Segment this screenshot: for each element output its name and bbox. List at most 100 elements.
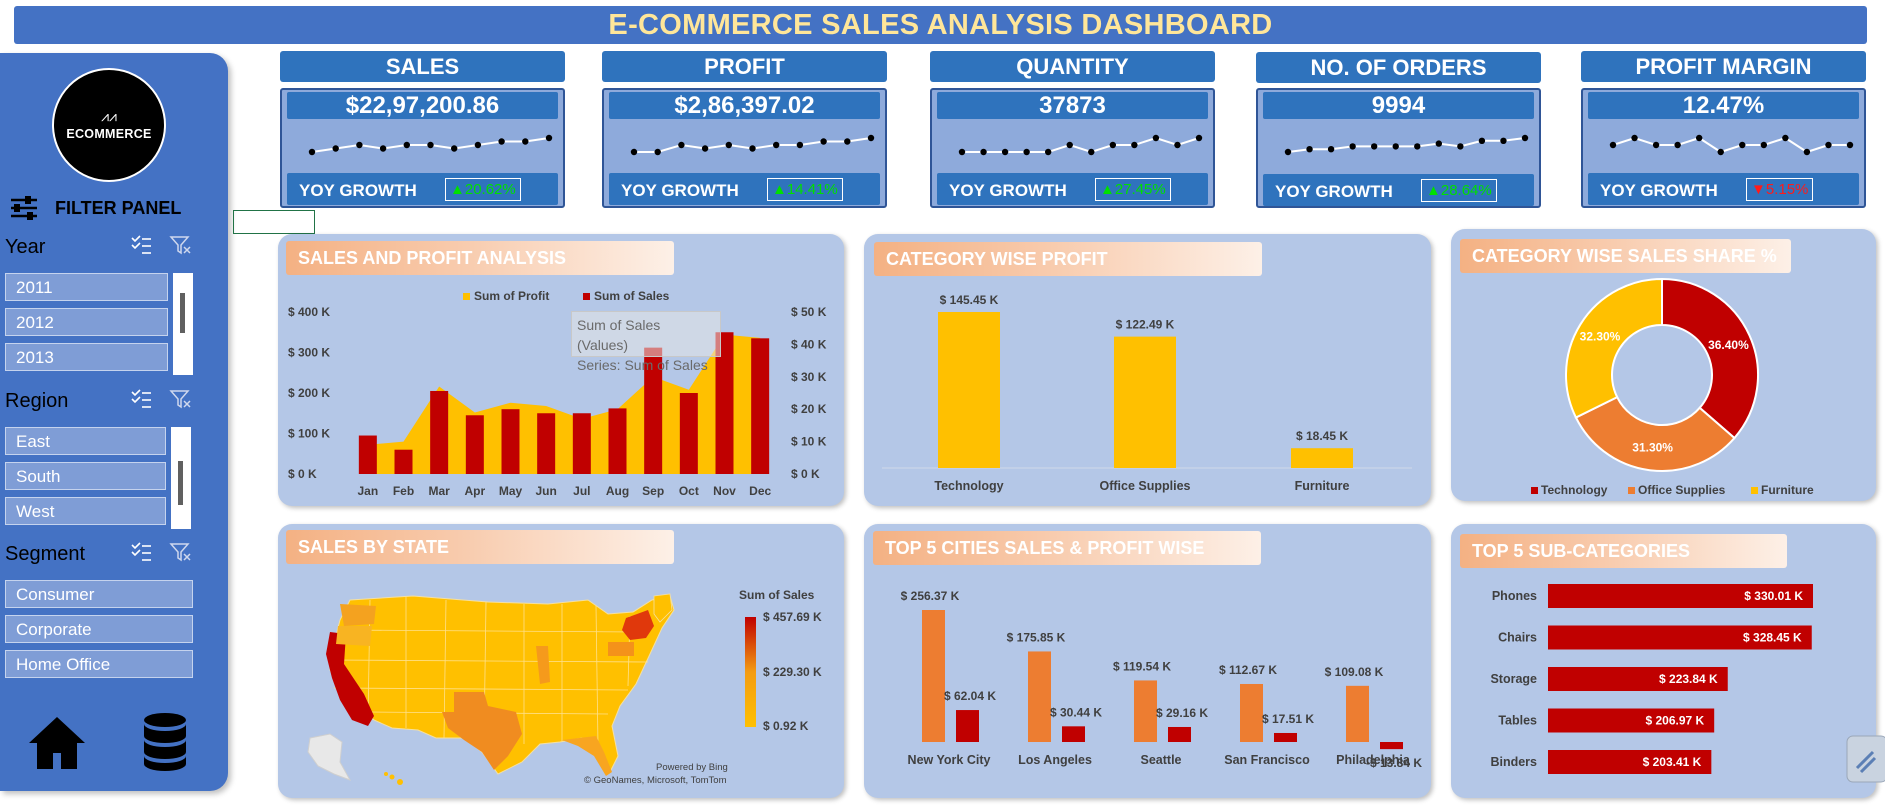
y-tick-label: Storage <box>1490 672 1537 686</box>
multi-select-icon[interactable] <box>130 388 152 410</box>
sparkline-point <box>1695 134 1703 142</box>
sales-profit-chart[interactable]: Sum of Profit Sum of Sales $ 0 K $ 100 K $ 2… <box>278 280 844 504</box>
legend-swatch <box>1751 487 1758 494</box>
x-tick-label: Jul <box>573 484 590 498</box>
y2-tick-label: $ 30 K <box>791 370 827 384</box>
bar-data-label: $ 17.51 K <box>1262 712 1314 726</box>
kpi-sparkline <box>308 134 553 156</box>
top-sub-title: TOP 5 SUB-CATEGORIES <box>1460 534 1787 568</box>
bar-data-label: $ 119.54 K <box>1113 659 1171 673</box>
map-region-washington <box>340 604 376 626</box>
legend-swatch <box>463 293 470 300</box>
yoy-growth-badge: ▲14.41% <box>767 178 843 201</box>
database-icon[interactable] <box>142 712 188 772</box>
map-region-hawaii <box>384 772 403 785</box>
subcategory-bar <box>1548 625 1812 650</box>
sparkline-point <box>844 138 851 145</box>
bar-data-label: $ 223.84 K <box>1659 672 1718 686</box>
slice-data-label: 31.30% <box>1632 440 1673 454</box>
quick-analysis-icon[interactable] <box>1845 734 1885 784</box>
subcategory-bar <box>1548 750 1712 774</box>
city-profit-bar <box>1274 732 1297 742</box>
y-tick-label: $ 400 K <box>288 305 330 319</box>
category-profit-bar <box>1114 336 1176 468</box>
x-tick-label: Technology <box>934 479 1003 493</box>
map-region-new-york <box>622 610 654 640</box>
x-tick-label: Jan <box>357 484 378 498</box>
sparkline-point <box>1521 134 1529 142</box>
multi-select-icon[interactable] <box>130 234 152 256</box>
top-sub-chart[interactable]: Phones $ 330.01 K Chairs $ 328.45 K Storage $… <box>1451 576 1876 796</box>
x-tick-label: Feb <box>393 484 414 498</box>
city-profit-bar <box>1168 726 1191 742</box>
top-cities-chart[interactable]: $ 256.37 K $ 62.04 K New York City $ 175.85… <box>864 566 1431 798</box>
clear-filter-icon[interactable] <box>169 388 191 410</box>
sparkline-point <box>1652 141 1660 149</box>
chart-legend: Sum of Profit Sum of Sales <box>463 289 670 303</box>
kpi-value: 37873 <box>937 92 1208 119</box>
sparkline-point <box>1500 137 1507 144</box>
slice-data-label: 36.40% <box>1708 338 1749 352</box>
bar-data-label: $ 30.44 K <box>1050 705 1102 719</box>
slicer-item-south[interactable]: South <box>5 462 166 490</box>
y-tick-label: $ 100 K <box>288 427 330 441</box>
y2-tick-label: $ 0 K <box>791 467 820 481</box>
sales-bar <box>537 413 556 474</box>
clear-filter-icon[interactable] <box>169 541 191 563</box>
bar-data-label: $ 18.45 K <box>1296 429 1348 443</box>
logo-text: ECOMMERCE <box>66 127 152 141</box>
city-sales-bar <box>1346 685 1369 742</box>
x-tick-label: Nov <box>713 484 736 498</box>
slicer-item-corporate[interactable]: Corporate <box>5 615 193 643</box>
sparkline-point <box>773 141 780 149</box>
donut-slice <box>1565 277 1663 419</box>
clear-filter-icon[interactable] <box>169 234 191 256</box>
filter-panel-label: FILTER PANEL <box>55 198 182 218</box>
y2-tick-label: $ 50 K <box>791 305 827 319</box>
category-share-chart[interactable]: 36.40% 31.30% 32.30% Technology Office Suppl… <box>1451 276 1876 500</box>
slicer-item-home-office[interactable]: Home Office <box>5 650 193 678</box>
slicer-item-2012[interactable]: 2012 <box>5 308 168 336</box>
sparkline-point <box>1284 148 1292 156</box>
legend-label: Furniture <box>1761 483 1814 497</box>
sparkline-point <box>1088 148 1095 156</box>
sparkline-point <box>1306 146 1313 153</box>
sparkline-point <box>1195 134 1203 142</box>
sparkline-line <box>1287 137 1526 153</box>
kpi-yoy-row: YOY GROWTH ▲27.45% <box>937 173 1208 205</box>
city-sales-bar <box>1240 683 1263 742</box>
multi-select-icon[interactable] <box>130 541 152 563</box>
home-icon[interactable] <box>27 715 87 771</box>
year-slicer-scrollbar[interactable] <box>173 273 193 375</box>
slicer-item-2011[interactable]: 2011 <box>5 273 168 301</box>
x-tick-label: New York City <box>908 753 991 767</box>
chart-legend: Technology Office Supplies Furniture <box>1531 483 1814 497</box>
sparkline-point <box>474 141 482 149</box>
slicer-item-east[interactable]: East <box>5 427 166 455</box>
sparkline-point <box>308 148 316 156</box>
region-slicer-scrollbar[interactable] <box>171 427 191 529</box>
top-cities-title: TOP 5 CITIES SALES & PROFIT WISE <box>873 531 1261 565</box>
us-sales-map[interactable] <box>278 566 844 798</box>
kpi-value: 12.47% <box>1588 92 1859 119</box>
y-tick-label: Phones <box>1492 589 1537 603</box>
y-tick-label: $ 0 K <box>288 467 317 481</box>
slicer-item-2013[interactable]: 2013 <box>5 343 168 371</box>
category-profit-chart[interactable]: $ 145.45 K Technology $ 122.49 K Office Sup… <box>864 280 1431 504</box>
sparkline-point <box>1739 141 1746 149</box>
selected-cell[interactable] <box>233 210 315 234</box>
donut-slice <box>1661 277 1759 440</box>
sales-bar <box>394 449 413 474</box>
sparkline-line <box>1612 136 1850 154</box>
slicer-item-consumer[interactable]: Consumer <box>5 580 193 608</box>
tooltip-line: Series: Sum of Sales <box>577 357 708 373</box>
yoy-growth-badge: ▲27.45% <box>1095 178 1171 201</box>
map-region-california <box>326 632 374 726</box>
chart-tooltip: Sum of Sales (Values) Series: Sum of Sal… <box>571 311 721 373</box>
bar-data-label: $ 112.67 K <box>1219 663 1277 677</box>
sparkline-point <box>1392 143 1399 150</box>
mountain-logo-icon: ⩘⩘ <box>101 108 117 124</box>
sparkline-point <box>1609 141 1617 149</box>
slicer-item-west[interactable]: West <box>5 497 166 525</box>
kpi-value: $2,86,397.02 <box>609 92 880 119</box>
